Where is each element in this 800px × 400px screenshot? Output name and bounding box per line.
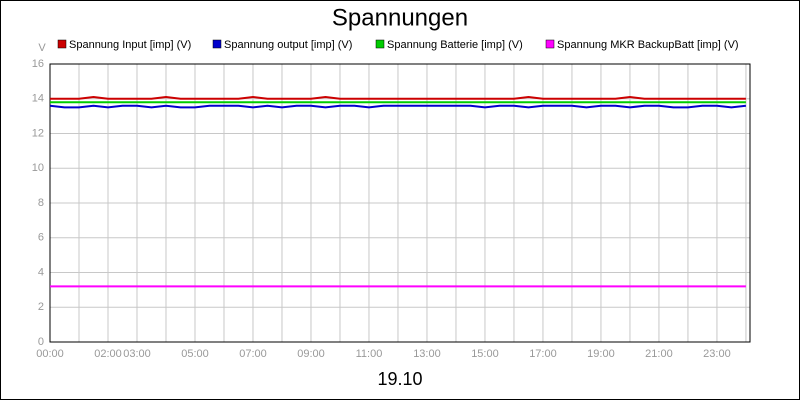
y-tick-label: 4 xyxy=(38,266,44,278)
legend-swatch xyxy=(545,39,555,49)
legend-swatch xyxy=(375,39,385,49)
plot-border xyxy=(49,63,751,343)
legend-label: Spannung MKR BackupBatt [imp] (V) xyxy=(557,39,739,51)
x-tick-label: 09:00 xyxy=(297,348,325,360)
y-tick-label: 0 xyxy=(38,336,44,348)
legend-swatch xyxy=(57,39,67,49)
x-tick-label: 23:00 xyxy=(703,348,731,360)
y-tick-label: 6 xyxy=(38,232,44,244)
x-tick-label: 13:00 xyxy=(413,348,441,360)
x-tick-label: 21:00 xyxy=(645,348,673,360)
legend-label: Spannung output [imp] (V) xyxy=(224,39,352,51)
x-tick-label: 00:00 xyxy=(36,348,64,360)
series-line xyxy=(50,95,746,100)
x-tick-label: 19:00 xyxy=(587,348,615,360)
x-tick-label: 11:00 xyxy=(356,348,383,360)
y-tick-label: 10 xyxy=(32,162,44,174)
x-tick-label: 17:00 xyxy=(529,348,557,360)
y-tick-label: 2 xyxy=(38,301,44,313)
legend-label: Spannung Input [imp] (V) xyxy=(69,39,191,51)
y-tick-label: 12 xyxy=(32,127,44,139)
y-axis-label: V xyxy=(38,42,46,54)
y-tick-label: 14 xyxy=(32,93,44,105)
x-axis-label: 19.10 xyxy=(377,369,422,389)
series-line xyxy=(49,104,747,109)
x-tick-label: 05:00 xyxy=(181,348,209,360)
chart-title: Spannungen xyxy=(332,4,468,31)
legend-label: Spannung Batterie [imp] (V) xyxy=(387,39,523,51)
legend-swatch xyxy=(212,39,222,49)
y-tick-label: 8 xyxy=(38,197,44,209)
x-tick-label: 03:00 xyxy=(123,348,151,360)
x-tick-label: 15:00 xyxy=(471,348,499,360)
y-tick-label: 16 xyxy=(32,58,44,70)
x-tick-label: 07:00 xyxy=(239,348,267,360)
x-tick-label: 02:00 xyxy=(94,348,122,360)
